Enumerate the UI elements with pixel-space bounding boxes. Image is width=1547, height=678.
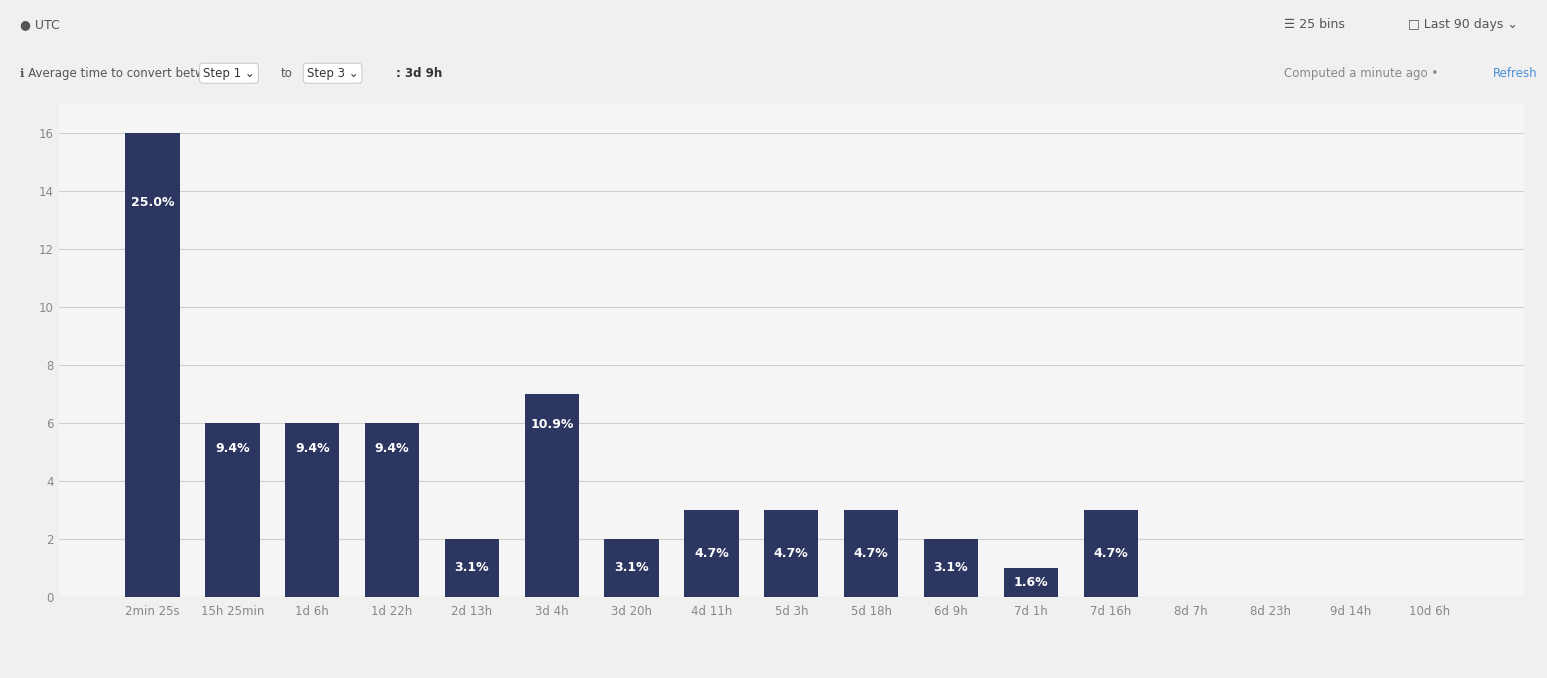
Text: 9.4%: 9.4% (295, 443, 330, 456)
Text: 3.1%: 3.1% (455, 561, 489, 574)
Bar (764, 510, 818, 597)
Text: 4.7%: 4.7% (774, 546, 809, 560)
Text: 1.6%: 1.6% (1013, 576, 1049, 589)
Text: ● UTC: ● UTC (20, 18, 60, 31)
Text: 3.1%: 3.1% (614, 561, 648, 574)
Bar (845, 510, 899, 597)
Bar (605, 539, 659, 597)
Text: 4.7%: 4.7% (854, 546, 888, 560)
Text: 4.7%: 4.7% (695, 546, 729, 560)
Bar (524, 394, 579, 597)
Text: 9.4%: 9.4% (215, 443, 249, 456)
Text: : 3d 9h: : 3d 9h (396, 66, 442, 80)
Text: 9.4%: 9.4% (374, 443, 410, 456)
Text: 3.1%: 3.1% (934, 561, 968, 574)
Bar (924, 539, 978, 597)
Bar (365, 423, 419, 597)
Bar (444, 539, 500, 597)
Text: ℹ Average time to convert between: ℹ Average time to convert between (20, 66, 227, 80)
Bar (206, 423, 260, 597)
Text: Step 3 ⌄: Step 3 ⌄ (306, 66, 359, 80)
Text: to: to (280, 66, 292, 80)
Text: Step 1 ⌄: Step 1 ⌄ (203, 66, 255, 80)
Bar (125, 134, 179, 597)
Text: Refresh: Refresh (1493, 66, 1538, 80)
Text: 10.9%: 10.9% (531, 418, 574, 431)
Text: 4.7%: 4.7% (1094, 546, 1128, 560)
Bar (285, 423, 339, 597)
Text: 25.0%: 25.0% (131, 197, 175, 210)
Bar (684, 510, 738, 597)
Text: ☰ 25 bins: ☰ 25 bins (1284, 18, 1344, 31)
Bar (1083, 510, 1139, 597)
Text: □ Last 90 days ⌄: □ Last 90 days ⌄ (1408, 18, 1518, 31)
Bar (1004, 567, 1058, 597)
Text: Computed a minute ago •: Computed a minute ago • (1284, 66, 1442, 80)
